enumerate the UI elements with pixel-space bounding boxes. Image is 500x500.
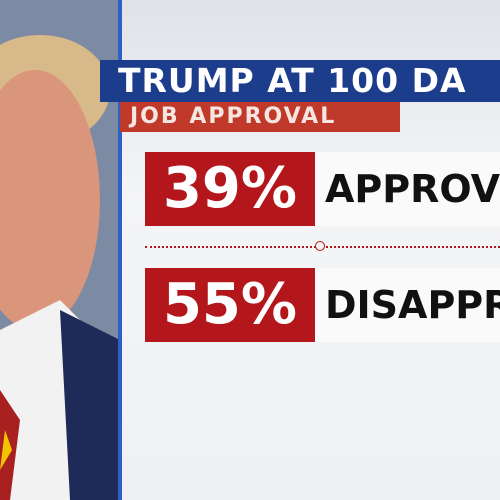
subtitle-bar: JOB APPROVAL — [120, 102, 400, 132]
subtitle: JOB APPROVAL — [130, 104, 337, 129]
result-row: 39% APPROV — [145, 152, 500, 226]
percent: 55% — [145, 268, 315, 342]
percent: 39% — [145, 152, 315, 226]
divider — [118, 0, 122, 500]
result-row: 55% DISAPPR — [145, 268, 500, 342]
title-bar: TRUMP AT 100 DA — [100, 60, 500, 102]
separator-dot — [315, 241, 325, 251]
result-label: APPROV — [315, 152, 500, 226]
portrait — [0, 0, 120, 500]
title: TRUMP AT 100 DA — [118, 61, 467, 100]
result-label: DISAPPR — [315, 268, 500, 342]
